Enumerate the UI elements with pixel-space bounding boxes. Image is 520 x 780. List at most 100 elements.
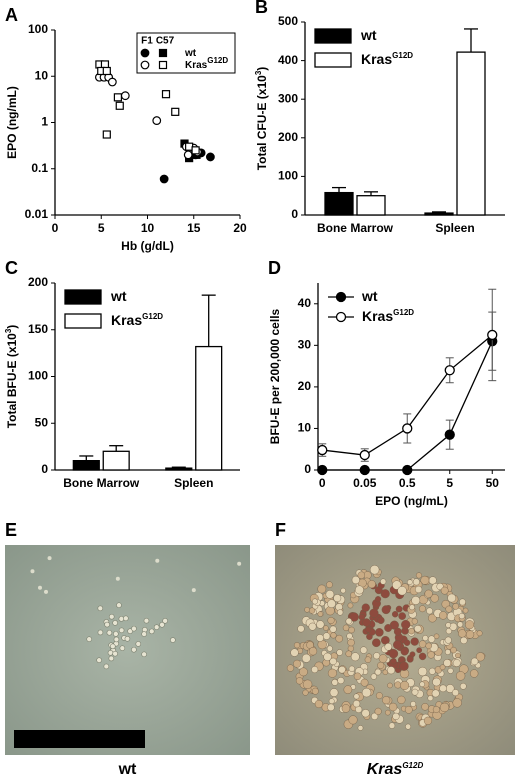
cell xyxy=(345,617,353,625)
cell xyxy=(381,605,391,615)
point xyxy=(359,449,370,461)
cell xyxy=(377,616,385,624)
y-tick-label: 0 xyxy=(41,462,48,476)
cell xyxy=(340,587,346,594)
superscript: 3 xyxy=(254,70,263,75)
cell xyxy=(425,642,432,650)
cell xyxy=(335,634,343,643)
x-tick-label: Spleen xyxy=(435,221,474,235)
cell xyxy=(106,629,113,636)
cell xyxy=(360,678,369,687)
cell xyxy=(364,656,372,663)
cell xyxy=(384,643,393,651)
text-part: wt xyxy=(110,288,127,304)
text-part: wt xyxy=(360,27,377,43)
legend-box xyxy=(136,32,236,74)
cell xyxy=(404,705,413,714)
cell xyxy=(457,621,464,628)
cell xyxy=(347,602,354,609)
legend-swatch xyxy=(64,313,102,329)
cell xyxy=(395,605,403,613)
cell xyxy=(380,589,390,599)
cell xyxy=(30,569,35,574)
cell xyxy=(417,666,428,677)
marker xyxy=(161,90,171,99)
cell xyxy=(329,625,337,633)
cell xyxy=(350,652,360,662)
cell xyxy=(347,645,355,652)
cell xyxy=(361,709,370,718)
y-tick-label: 150 xyxy=(28,322,48,336)
cell xyxy=(459,598,466,606)
cell xyxy=(432,706,440,714)
marker xyxy=(107,77,117,87)
cell xyxy=(159,621,165,628)
cell xyxy=(431,689,440,698)
cell xyxy=(47,556,52,561)
cell xyxy=(115,576,120,581)
y-axis-label: Total CFU-E (x103) xyxy=(254,67,270,171)
cell xyxy=(387,682,393,689)
cell xyxy=(418,652,427,661)
legend-column: F1 xyxy=(141,36,153,47)
cell xyxy=(439,611,448,620)
cell xyxy=(141,651,147,658)
cell xyxy=(322,632,331,640)
cell xyxy=(351,575,360,585)
cell xyxy=(337,677,345,685)
cell xyxy=(327,668,337,678)
cell xyxy=(377,661,385,669)
marker xyxy=(183,150,193,160)
marker xyxy=(159,174,169,184)
superscript: G12D xyxy=(207,56,228,65)
y-tick-label: 100 xyxy=(28,22,48,36)
line xyxy=(322,340,493,471)
cell xyxy=(397,586,407,596)
panel-label: B xyxy=(255,0,268,17)
cell xyxy=(107,649,114,656)
bar xyxy=(324,191,354,216)
cell xyxy=(411,618,418,625)
photo xyxy=(5,545,250,755)
cell xyxy=(419,605,426,613)
cell xyxy=(444,636,452,644)
cell xyxy=(458,612,465,620)
cell xyxy=(428,667,436,675)
cell xyxy=(304,607,310,613)
cell xyxy=(387,666,396,675)
cell xyxy=(476,630,483,637)
text-part: Total CFU-E (x10 xyxy=(255,75,269,170)
marker xyxy=(102,66,111,76)
y-tick-label: 0.01 xyxy=(25,207,49,221)
cell xyxy=(374,668,382,676)
cell xyxy=(390,657,397,665)
cell xyxy=(459,682,467,690)
cell xyxy=(345,650,352,657)
cell xyxy=(392,580,402,590)
y-axis-label: EPO (ng/mL) xyxy=(5,86,19,159)
cell xyxy=(400,647,409,656)
point xyxy=(359,464,370,476)
cell xyxy=(328,698,335,705)
cell xyxy=(423,716,433,725)
cell xyxy=(382,696,391,705)
cell xyxy=(375,628,384,637)
panel-label: F xyxy=(275,520,286,540)
y-tick-label: 200 xyxy=(28,275,48,289)
cell xyxy=(455,671,466,681)
cell xyxy=(420,575,430,585)
cell xyxy=(409,604,415,611)
cell xyxy=(325,590,335,599)
cell xyxy=(444,649,451,655)
text-part: ) xyxy=(5,325,19,329)
bar xyxy=(424,212,454,216)
cell xyxy=(439,684,447,693)
cell xyxy=(408,627,415,635)
cell xyxy=(414,585,423,594)
point xyxy=(402,464,413,476)
cell xyxy=(452,698,462,708)
cell xyxy=(96,657,102,663)
y-tick-label: 40 xyxy=(298,296,312,310)
cell xyxy=(326,645,333,652)
